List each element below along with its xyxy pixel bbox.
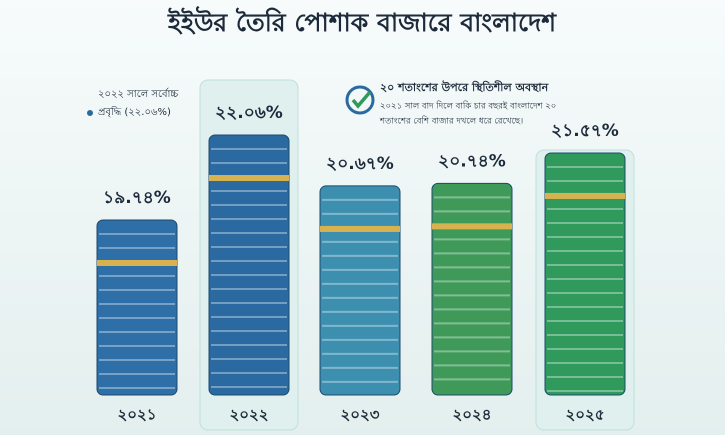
- info-text: ২০২১ সাল বাদ দিলে বাকি চার বছরই বাংলাদেশ…: [380, 101, 556, 112]
- chart-title: ইইউর তৈরি পোশাক বাজারে বাংলাদেশ: [167, 6, 557, 37]
- x-tick-label: ২০২৪: [453, 406, 492, 424]
- check-mark: [351, 90, 372, 109]
- bar: [208, 134, 290, 396]
- bar: [96, 219, 178, 396]
- value-label: ২১.৫৭%: [551, 121, 619, 141]
- info-heading: ২০ শতাংশের উপরে স্থিতিশীল অবস্থান: [380, 80, 549, 94]
- x-tick-label: ২০২২: [229, 406, 268, 424]
- value-label: ২০.৬৭%: [326, 154, 394, 174]
- info-text: শতাংশের বেশি বাজার দখলে ধরে রেখেছে।: [379, 116, 523, 127]
- annotation: প্রবৃদ্ধি (২২.০৬%): [98, 106, 171, 118]
- value-label: ১৯.৭৪%: [103, 188, 171, 208]
- x-tick-label: ২০২৩: [340, 406, 379, 424]
- x-tick-label: ২০২৫: [566, 406, 605, 424]
- x-tick-label: ২০২১: [118, 406, 157, 424]
- band: [545, 192, 625, 199]
- bar: [544, 152, 626, 396]
- bar: [431, 182, 513, 396]
- annotation: ২০২২ সালে সর্বোচ্চ: [98, 88, 179, 100]
- bullet: [87, 110, 93, 116]
- band: [209, 175, 289, 181]
- band: [97, 260, 177, 266]
- band: [432, 223, 512, 230]
- value-label: ২০.৭৪%: [438, 151, 506, 171]
- value-label: ২২.০৬%: [215, 103, 283, 123]
- check-icon: [345, 85, 375, 115]
- bar: [319, 185, 401, 396]
- band: [320, 225, 400, 232]
